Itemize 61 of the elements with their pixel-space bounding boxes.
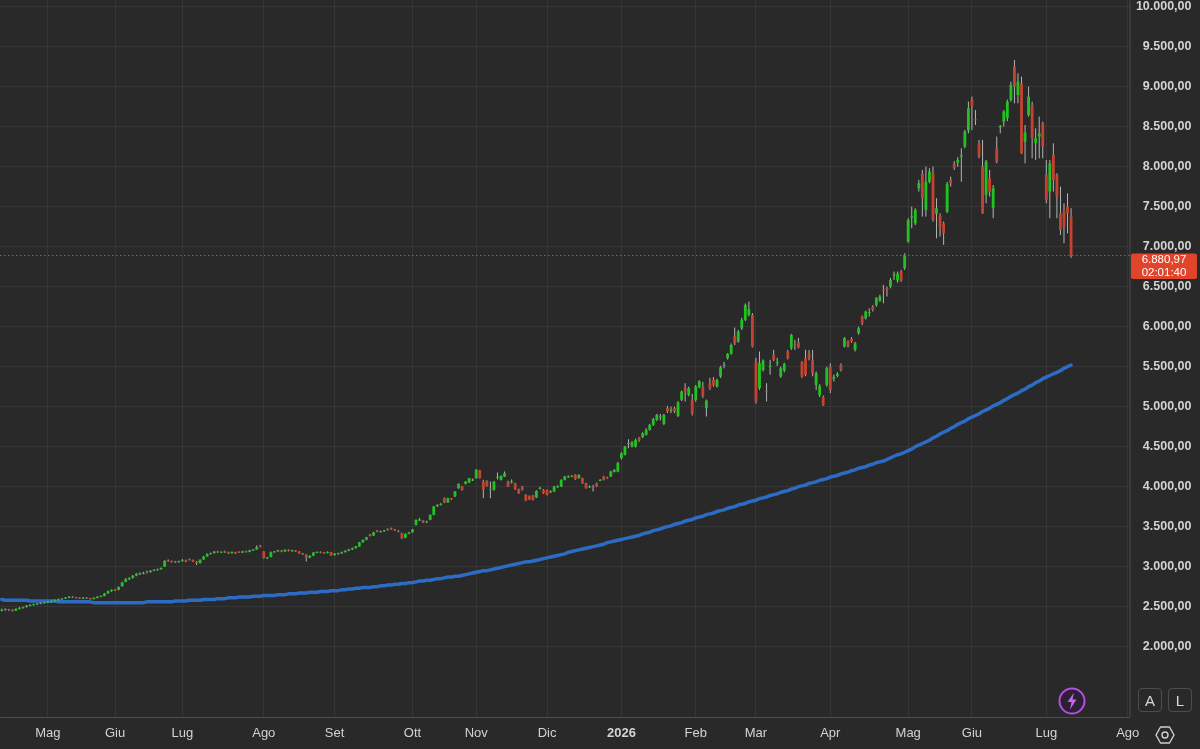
x-tick-label: Nov xyxy=(464,724,489,740)
candlestick xyxy=(1013,59,1016,104)
candlestick xyxy=(375,529,379,533)
candlestick xyxy=(1041,121,1045,159)
candlestick xyxy=(577,473,581,480)
x-tick-label: Ago xyxy=(1116,724,1140,740)
line-series xyxy=(0,363,1073,605)
y-tick-label: 3.000,00 xyxy=(1142,559,1192,574)
y-tick-label: 6.000,00 xyxy=(1142,319,1192,334)
x-tick-label: Giu xyxy=(961,724,983,740)
candlestick xyxy=(1009,81,1013,103)
candlestick xyxy=(768,359,772,376)
text: 02:01:40 xyxy=(1141,265,1187,278)
y-tick-label: 6.500,00 xyxy=(1142,279,1192,294)
candlestick xyxy=(1005,99,1009,122)
x-tick-label: Lug xyxy=(1035,724,1058,740)
candlestick xyxy=(825,366,829,388)
candlestick xyxy=(804,349,807,377)
candlestick xyxy=(935,197,938,239)
y-tick-label: 8.500,00 xyxy=(1142,119,1192,134)
x-tick-label: Dic xyxy=(537,724,557,740)
toggle-button: L xyxy=(1168,688,1192,712)
x-tick-label: Giu xyxy=(104,724,126,740)
candlestick xyxy=(765,382,768,403)
x-tick-label: 2026 xyxy=(606,724,636,740)
y-tick-label: 7.000,00 xyxy=(1142,239,1192,254)
x-tick-label: Apr xyxy=(820,724,842,740)
toggle-button: A xyxy=(1138,688,1162,712)
candlestick xyxy=(892,271,896,281)
y-tick-label: 9.000,00 xyxy=(1142,79,1192,94)
ref-line-label: 6.880,97 xyxy=(1141,252,1187,265)
x-tick-label: Mar xyxy=(744,724,768,740)
candlestick xyxy=(237,550,241,554)
y-tick-label: 5.000,00 xyxy=(1142,399,1192,414)
y-tick-label: 2.500,00 xyxy=(1142,599,1192,614)
candlestick xyxy=(1037,116,1041,159)
candlestick xyxy=(828,362,832,394)
y-tick-label: 3.500,00 xyxy=(1142,519,1192,534)
x-tick-label: Feb xyxy=(684,724,707,740)
candlestick xyxy=(7,608,11,612)
y-tick-label: 7.500,00 xyxy=(1142,199,1192,214)
candlestick xyxy=(988,169,992,198)
y-tick-label: 10.000,00 xyxy=(1135,0,1192,14)
y-tick-label: 2.000,00 xyxy=(1142,639,1192,654)
y-tick-label: 4.000,00 xyxy=(1142,479,1192,494)
x-tick-label: Set xyxy=(324,724,345,740)
y-tick-label: 5.500,00 xyxy=(1142,359,1192,374)
candlestick xyxy=(21,606,25,610)
candlestick xyxy=(995,136,999,164)
candlestick xyxy=(481,479,485,499)
y-tick-label: 9.500,00 xyxy=(1142,39,1192,54)
candlestick xyxy=(747,301,751,317)
x-tick-label: Ott xyxy=(403,724,422,740)
x-tick-label: Lug xyxy=(171,724,194,740)
x-tick-label: Mag xyxy=(895,724,921,740)
candlestick xyxy=(882,284,885,304)
x-tick-label: Ago xyxy=(252,724,276,740)
candlestick xyxy=(991,184,995,219)
x-tick-label: Mag xyxy=(35,724,61,740)
y-tick-label: 4.500,00 xyxy=(1142,439,1192,454)
y-tick-label: 8.000,00 xyxy=(1142,159,1192,174)
